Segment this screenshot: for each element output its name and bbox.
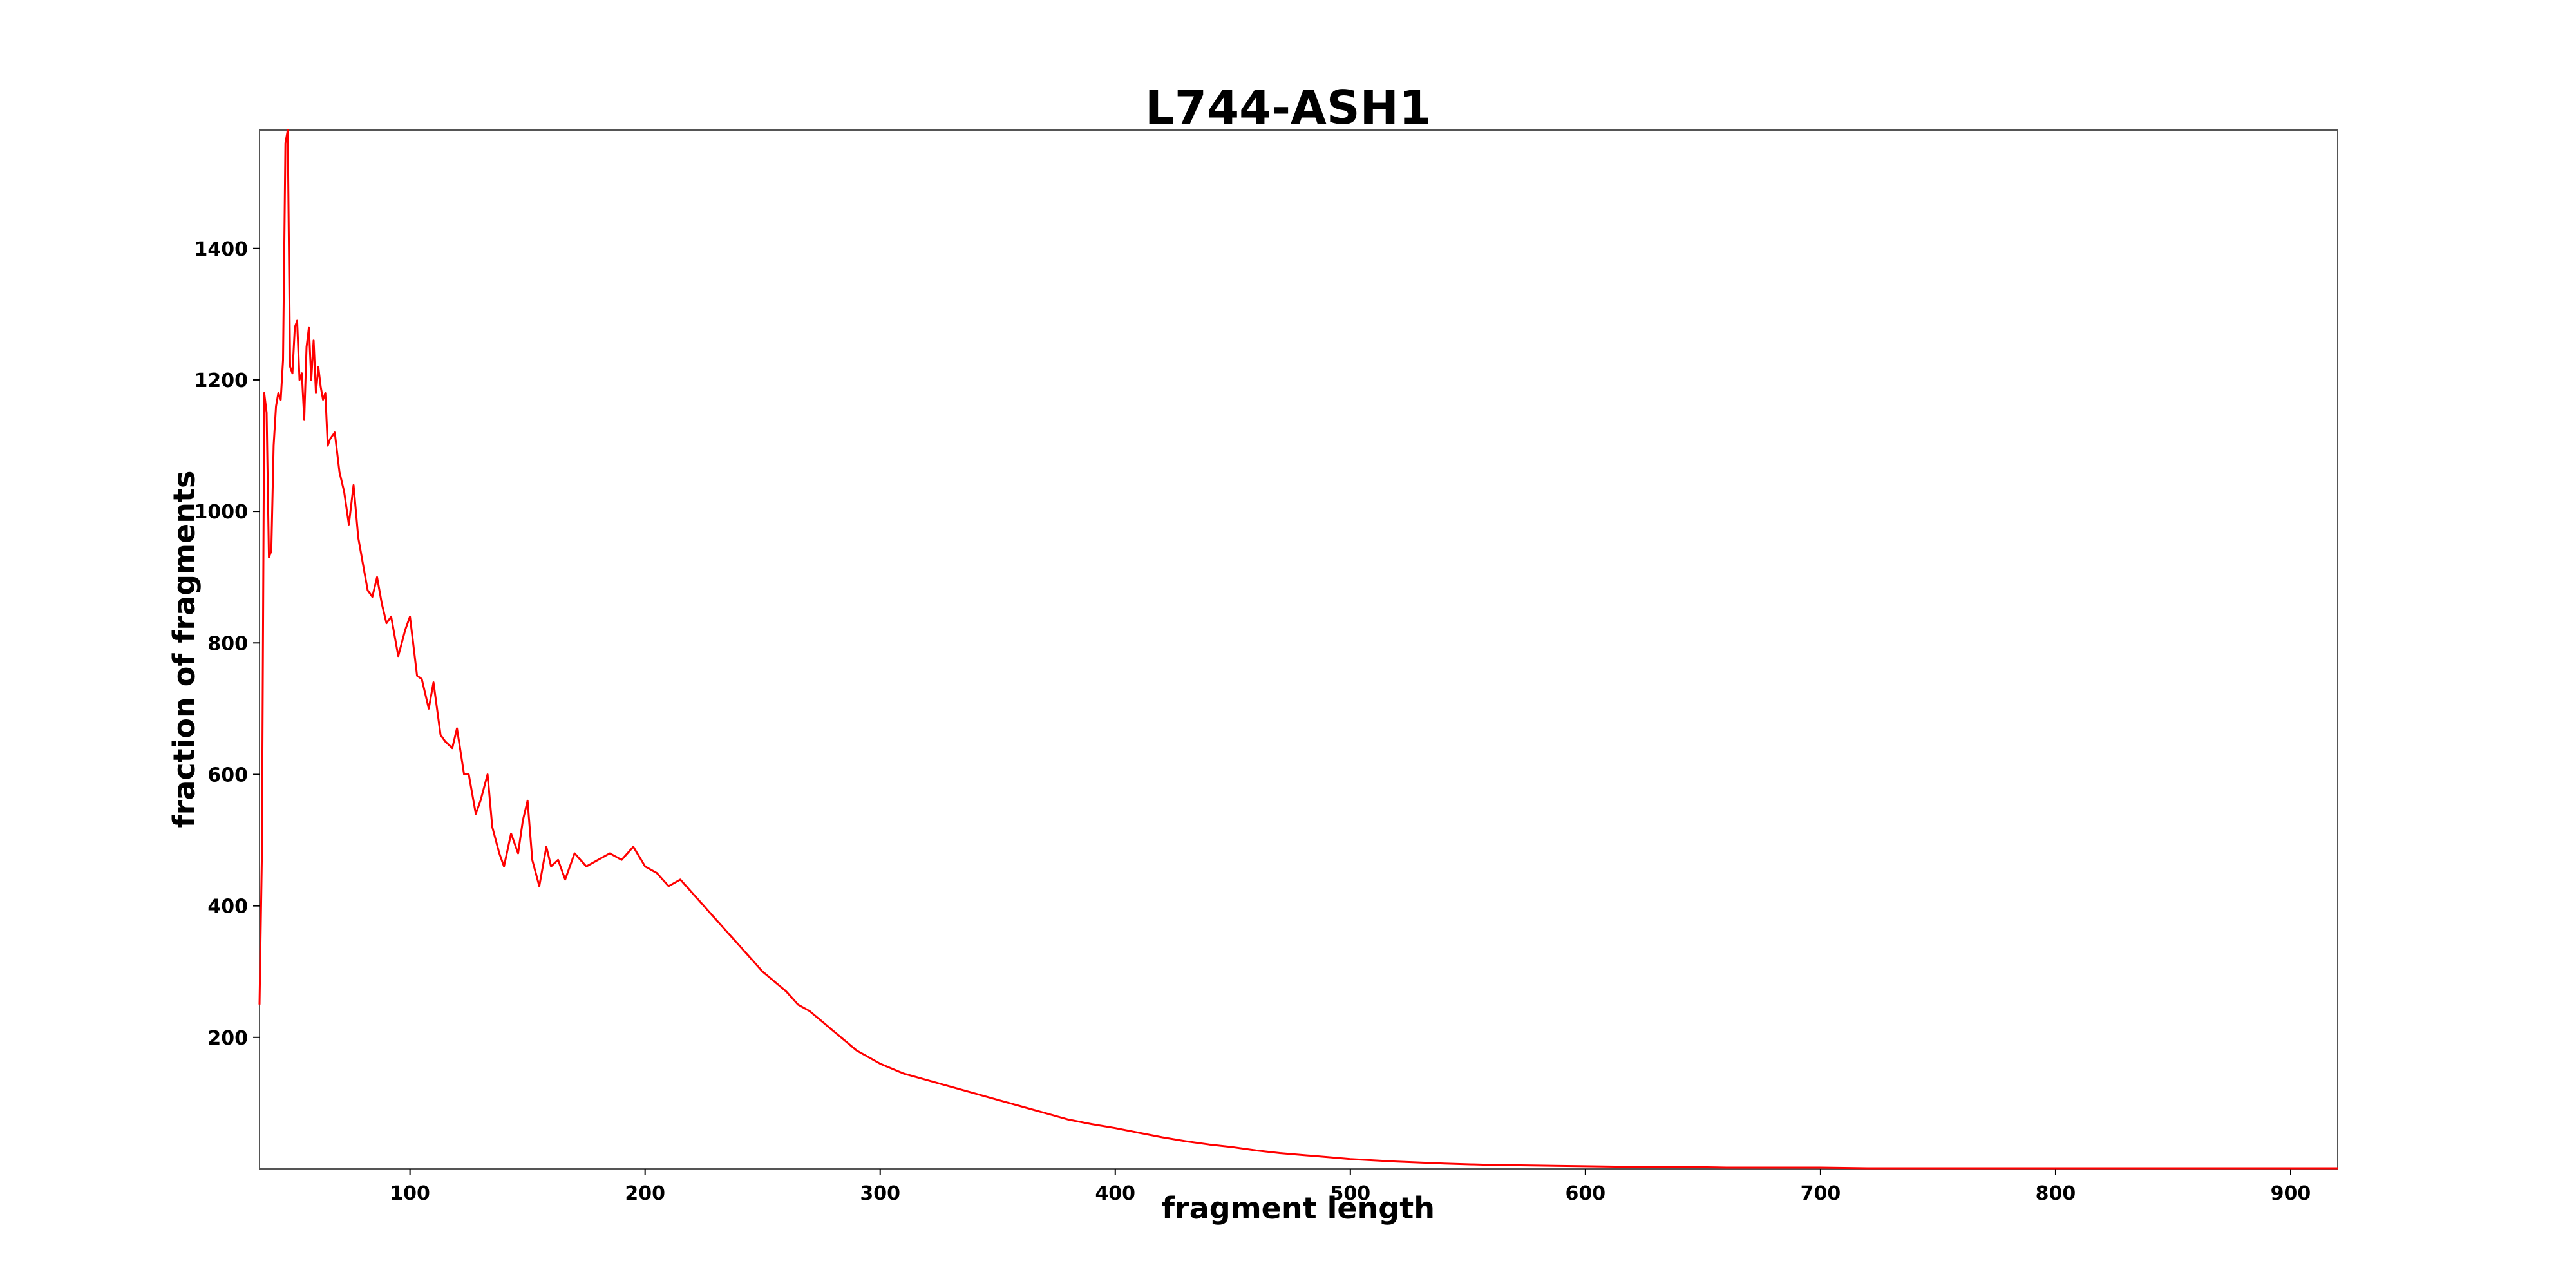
- series-line: [258, 129, 2338, 1170]
- x-tick-label: 500: [1330, 1182, 1370, 1205]
- plot-area: [259, 129, 2338, 1170]
- x-axis: 100 200 300 400 500 600 700 800 900: [390, 1169, 2311, 1205]
- x-tick-label: 400: [1095, 1182, 1135, 1205]
- series-layer: [258, 129, 2338, 1170]
- x-axis-label: fragment length: [1162, 1191, 1435, 1226]
- y-tick-label: 600: [207, 764, 248, 786]
- y-tick-label: 400: [207, 896, 248, 918]
- y-tick-label: 1400: [194, 238, 249, 261]
- chart-title: L744-ASH1: [1145, 80, 1431, 135]
- x-tick-label: 800: [2036, 1182, 2076, 1205]
- y-tick-label: 200: [207, 1027, 248, 1050]
- y-axis: 200 400 600 800 1000 1200 1400: [194, 238, 260, 1050]
- x-tick-label: 600: [1566, 1182, 1606, 1205]
- x-tick-label: 200: [625, 1182, 665, 1205]
- x-tick-label: 700: [1801, 1182, 1841, 1205]
- y-axis-label: fraction of fragments: [167, 471, 202, 828]
- y-tick-label: 1000: [194, 501, 249, 524]
- x-tick-label: 100: [390, 1182, 430, 1205]
- y-tick-label: 1200: [194, 370, 249, 392]
- x-tick-label: 300: [860, 1182, 900, 1205]
- y-tick-label: 800: [207, 632, 248, 655]
- x-tick-label: 900: [2271, 1182, 2311, 1205]
